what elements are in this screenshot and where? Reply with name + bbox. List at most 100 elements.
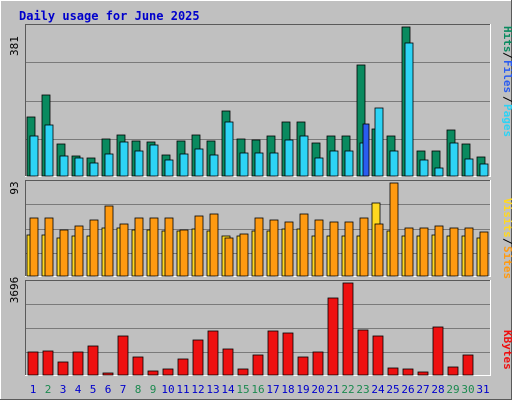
day-label: 19 — [296, 383, 309, 396]
day-label: 7 — [120, 383, 127, 396]
kbytes-bar — [87, 345, 99, 376]
files-bar — [479, 163, 489, 177]
day-label: 21 — [326, 383, 339, 396]
day-label: 9 — [150, 383, 157, 396]
files-bar — [254, 152, 264, 177]
files-bar — [269, 152, 279, 177]
files-bar — [449, 142, 459, 177]
sites-bar — [389, 182, 399, 277]
kbytes-bar — [417, 371, 429, 376]
day-label: 2 — [45, 383, 52, 396]
files-bar — [329, 150, 339, 177]
day-label: 13 — [206, 383, 219, 396]
sites-bar — [149, 217, 159, 277]
legend-separator: / — [501, 96, 512, 103]
kbytes-bar — [357, 329, 369, 376]
sites-bar — [164, 217, 174, 277]
day-label: 10 — [161, 383, 174, 396]
kbytes-bar — [132, 356, 144, 376]
chart-bars — [26, 26, 489, 376]
kbytes-bar — [462, 354, 474, 376]
files-bar — [314, 157, 324, 177]
sites-bar — [74, 225, 84, 277]
day-label: 16 — [251, 383, 264, 396]
legend-hits: Hits — [501, 26, 512, 53]
day-label: 14 — [221, 383, 235, 396]
files-bar — [389, 150, 399, 177]
sites-bar — [179, 229, 189, 277]
sites-bar — [314, 219, 324, 277]
kbytes-bar — [102, 372, 114, 376]
kbytes-bar — [222, 348, 234, 376]
sites-bar — [359, 217, 369, 277]
files-bar — [29, 135, 39, 177]
day-labels: 1 2 3 4 5 6 7 8 9 10 11 12 13 14 15 16 17 18 19 20 21 22 23 24 2… — [30, 383, 490, 396]
files-bar — [209, 154, 219, 177]
kbytes-bar — [177, 358, 189, 376]
sites-bar — [59, 229, 69, 277]
day-label: 12 — [191, 383, 204, 396]
kbytes-bar — [237, 368, 249, 376]
sites-bar — [284, 221, 294, 277]
sites-bar — [89, 219, 99, 277]
files-bar — [149, 144, 159, 177]
sites-bar — [104, 205, 114, 277]
kbytes-bar — [42, 350, 54, 376]
day-label: 31 — [476, 383, 489, 396]
day-label: 1 — [30, 383, 37, 396]
kbytes-bar — [432, 326, 444, 376]
kbytes-bar — [252, 354, 264, 376]
legend-separator: / — [501, 238, 512, 245]
day-label: 17 — [266, 383, 279, 396]
kbytes-bar — [387, 367, 399, 376]
kbytes-bar — [327, 297, 339, 376]
sites-bar — [119, 223, 129, 277]
kbytes-bar — [72, 351, 84, 376]
kbytes-bar — [402, 368, 414, 376]
sites-bar — [44, 217, 54, 277]
kbytes-bar — [312, 351, 324, 376]
sites-bar — [479, 231, 489, 277]
day-label: 18 — [281, 383, 294, 396]
sites-bar — [254, 217, 264, 277]
pages-bar — [362, 123, 370, 177]
files-bar — [104, 153, 114, 177]
kbytes-bar — [297, 356, 309, 376]
kbytes-bar — [162, 368, 174, 376]
day-label: 6 — [105, 383, 112, 396]
sites-bar — [29, 217, 39, 277]
kbytes-bar — [282, 332, 294, 376]
day-label: 30 — [461, 383, 474, 396]
day-label: 20 — [311, 383, 324, 396]
kbytes-bar — [27, 351, 39, 376]
files-bar — [299, 135, 309, 177]
legend-visits: Visits — [501, 198, 512, 238]
files-bar — [344, 150, 354, 177]
day-label: 15 — [236, 383, 249, 396]
kbytes-bar — [267, 330, 279, 376]
files-bar — [239, 152, 249, 177]
kbytes-bar — [57, 361, 69, 376]
files-bar — [134, 150, 144, 177]
day-label: 29 — [446, 383, 459, 396]
day-label: 26 — [401, 383, 414, 396]
files-bar — [434, 167, 444, 177]
sites-bar — [404, 227, 414, 277]
legend-sites: Sites — [501, 246, 512, 279]
chart-title: Daily usage for June 2025 — [19, 9, 200, 23]
day-label: 27 — [416, 383, 429, 396]
kbytes-bar — [207, 330, 219, 376]
sites-bar — [209, 213, 219, 277]
files-bar — [224, 121, 234, 177]
files-bar — [374, 107, 384, 177]
files-bar — [59, 155, 69, 177]
sites-bar — [344, 221, 354, 277]
day-label: 25 — [386, 383, 399, 396]
sites-bar — [224, 237, 234, 277]
sites-bar — [299, 213, 309, 277]
day-label: 5 — [90, 383, 97, 396]
files-bar — [44, 124, 54, 177]
sites-bar — [269, 219, 279, 277]
day-label: 22 — [341, 383, 354, 396]
